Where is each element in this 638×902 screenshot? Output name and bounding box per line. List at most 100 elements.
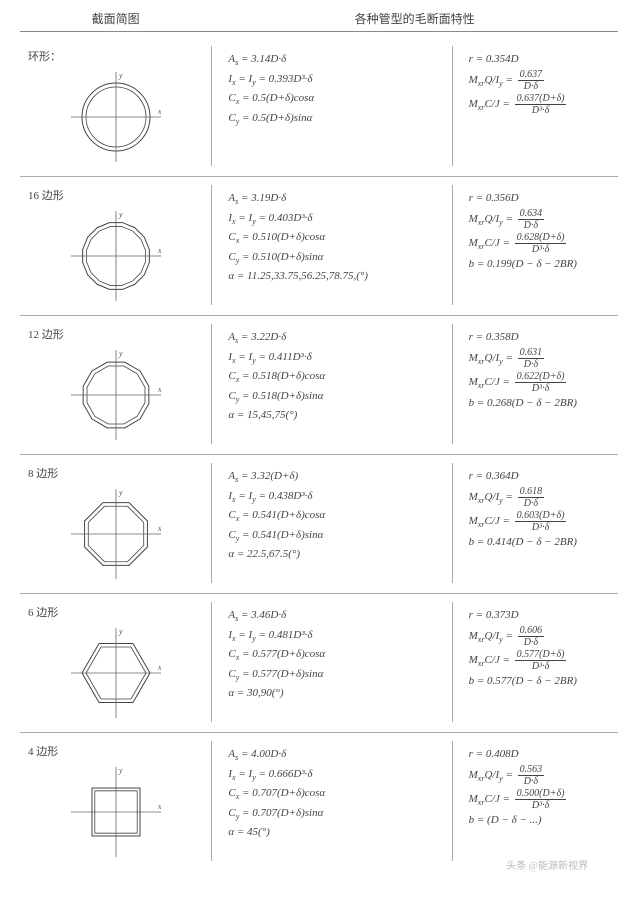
formula-line: MxrC/J = 0.500(D+δ)D³·δ: [469, 788, 610, 811]
formula-line: Cx = 0.707(D+δ)cosα: [228, 785, 443, 804]
page: 截面简图 各种管型的毛断面特性 环形： x y As = 3.14D·δIx =…: [0, 0, 638, 902]
shape-svg: x y: [71, 350, 161, 440]
formula-line: α = 11.25,33.75,56.25,78.75,(°): [228, 268, 443, 285]
shape-title: 4 边形: [28, 743, 58, 759]
formula-line: As = 3.22D·δ: [228, 329, 443, 348]
formulas-mid: As = 3.46D·δIx = Iy = 0.481D³·δCx = 0.57…: [212, 602, 452, 722]
formula-line: Ix = Iy = 0.393D³·δ: [228, 71, 443, 90]
svg-text:y: y: [118, 350, 123, 358]
svg-text:x: x: [157, 663, 161, 672]
formula-line: MxrC/J = 0.637(D+δ)D³·δ: [469, 93, 610, 116]
formula-line: MxrC/J = 0.603(D+δ)D³·δ: [469, 510, 610, 533]
section-row: 12 边形 x y As = 3.22D·δIx = Iy = 0.411D³·…: [20, 316, 618, 455]
shape-title: 6 边形: [28, 604, 58, 620]
shape-title: 12 边形: [28, 326, 64, 342]
shape-title: 16 边形: [28, 187, 64, 203]
shape-svg: x y: [71, 628, 161, 718]
formulas-mid: As = 3.22D·δIx = Iy = 0.411D³·δCx = 0.51…: [212, 324, 452, 444]
formula-line: Ix = Iy = 0.411D³·δ: [228, 349, 443, 368]
formula-line: As = 3.32(D+δ): [228, 468, 443, 487]
formula-line: b = 0.199(D − δ − 2BR): [469, 256, 610, 273]
formula-line: MxrQ/Iy = 0.637D·δ: [469, 69, 610, 92]
formula-line: Cy = 0.5(D+δ)sinα: [228, 110, 443, 129]
formula-line: Ix = Iy = 0.481D³·δ: [228, 627, 443, 646]
formula-line: Cy = 0.510(D+δ)sinα: [228, 249, 443, 268]
formula-line: As = 3.14D·δ: [228, 51, 443, 70]
shape-title: 8 边形: [28, 465, 58, 481]
formula-line: Ix = Iy = 0.666D³·δ: [228, 766, 443, 785]
section-row: 环形： x y As = 3.14D·δIx = Iy = 0.393D³·δC…: [20, 38, 618, 177]
svg-text:x: x: [157, 385, 161, 394]
formula-line: MxrC/J = 0.628(D+δ)D³·δ: [469, 232, 610, 255]
formula-line: b = 0.414(D − δ − 2BR): [469, 534, 610, 551]
formula-line: b = 0.577(D − δ − 2BR): [469, 673, 610, 690]
formula-line: Cx = 0.541(D+δ)cosα: [228, 507, 443, 526]
svg-text:y: y: [118, 767, 123, 775]
formula-line: MxrC/J = 0.622(D+δ)D³·δ: [469, 371, 610, 394]
formula-line: As = 3.46D·δ: [228, 607, 443, 626]
formula-line: Cy = 0.707(D+δ)sinα: [228, 805, 443, 824]
shape-title: 环形：: [28, 48, 61, 64]
formula-line: α = 45(°): [228, 824, 443, 841]
formulas-mid: As = 3.32(D+δ)Ix = Iy = 0.438D³·δCx = 0.…: [212, 463, 452, 583]
formula-line: MxrQ/Iy = 0.606D·δ: [469, 625, 610, 648]
header-left: 截面简图: [20, 10, 211, 27]
formula-line: MxrQ/Iy = 0.563D·δ: [469, 764, 610, 787]
header-row: 截面简图 各种管型的毛断面特性: [20, 10, 618, 32]
rows-container: 环形： x y As = 3.14D·δIx = Iy = 0.393D³·δC…: [20, 38, 618, 871]
formula-line: Cy = 0.541(D+δ)sinα: [228, 527, 443, 546]
section-row: 16 边形 x y As = 3.19D·δIx = Iy = 0.403D³·…: [20, 177, 618, 316]
formula-line: MxrC/J = 0.577(D+δ)D³·δ: [469, 649, 610, 672]
formula-line: α = 30,90(°): [228, 685, 443, 702]
watermark: 头条 @能源新视界: [20, 857, 618, 872]
formula-line: r = 0.354D: [469, 51, 610, 68]
shape-column: 16 边形 x y: [20, 185, 212, 305]
svg-text:x: x: [157, 524, 161, 533]
formula-line: r = 0.358D: [469, 329, 610, 346]
shape-column: 6 边形 x y: [20, 602, 212, 722]
formula-line: As = 4.00D·δ: [228, 746, 443, 765]
formula-line: r = 0.408D: [469, 746, 610, 763]
formula-line: b = 0.268(D − δ − 2BR): [469, 395, 610, 412]
section-row: 4 边形 x y As = 4.00D·δIx = Iy = 0.666D³·δ…: [20, 733, 618, 871]
formulas-mid: As = 4.00D·δIx = Iy = 0.666D³·δCx = 0.70…: [212, 741, 452, 861]
shape-column: 环形： x y: [20, 46, 212, 166]
formula-line: α = 22.5,67.5(°): [228, 546, 443, 563]
formula-line: MxrQ/Iy = 0.634D·δ: [469, 208, 610, 231]
shape-column: 8 边形 x y: [20, 463, 212, 583]
formulas-mid: As = 3.19D·δIx = Iy = 0.403D³·δCx = 0.51…: [212, 185, 452, 305]
formulas-mid: As = 3.14D·δIx = Iy = 0.393D³·δCx = 0.5(…: [212, 46, 452, 166]
formulas-right: r = 0.364DMxrQ/Iy = 0.618D·δMxrC/J = 0.6…: [453, 463, 618, 583]
svg-text:y: y: [118, 211, 123, 219]
formula-line: Cy = 0.518(D+δ)sinα: [228, 388, 443, 407]
formula-line: MxrQ/Iy = 0.618D·δ: [469, 486, 610, 509]
shape-svg: x y: [71, 489, 161, 579]
formula-line: b = (D − δ − ...): [469, 812, 610, 829]
formula-line: Cy = 0.577(D+δ)sinα: [228, 666, 443, 685]
shape-column: 12 边形 x y: [20, 324, 212, 444]
formula-line: Cx = 0.518(D+δ)cosα: [228, 368, 443, 387]
formulas-right: r = 0.356DMxrQ/Iy = 0.634D·δMxrC/J = 0.6…: [453, 185, 618, 305]
section-row: 6 边形 x y As = 3.46D·δIx = Iy = 0.481D³·δ…: [20, 594, 618, 733]
shape-svg: x y: [71, 767, 161, 857]
formula-line: Ix = Iy = 0.403D³·δ: [228, 210, 443, 229]
svg-text:x: x: [157, 107, 161, 116]
formula-line: α = 15,45,75(°): [228, 407, 443, 424]
shape-svg: x y: [71, 211, 161, 301]
shape-svg: x y: [71, 72, 161, 162]
formulas-right: r = 0.408DMxrQ/Iy = 0.563D·δMxrC/J = 0.5…: [453, 741, 618, 861]
svg-text:y: y: [118, 72, 123, 80]
formula-line: Ix = Iy = 0.438D³·δ: [228, 488, 443, 507]
section-row: 8 边形 x y As = 3.32(D+δ)Ix = Iy = 0.438D³…: [20, 455, 618, 594]
formula-line: r = 0.373D: [469, 607, 610, 624]
header-right: 各种管型的毛断面特性: [211, 10, 618, 27]
formula-line: Cx = 0.577(D+δ)cosα: [228, 646, 443, 665]
formula-line: Cx = 0.5(D+δ)cosα: [228, 90, 443, 109]
formulas-right: r = 0.358DMxrQ/Iy = 0.631D·δMxrC/J = 0.6…: [453, 324, 618, 444]
formulas-right: r = 0.373DMxrQ/Iy = 0.606D·δMxrC/J = 0.5…: [453, 602, 618, 722]
svg-text:x: x: [157, 246, 161, 255]
svg-text:y: y: [118, 628, 123, 636]
shape-column: 4 边形 x y: [20, 741, 212, 861]
formula-line: MxrQ/Iy = 0.631D·δ: [469, 347, 610, 370]
svg-text:y: y: [118, 489, 123, 497]
